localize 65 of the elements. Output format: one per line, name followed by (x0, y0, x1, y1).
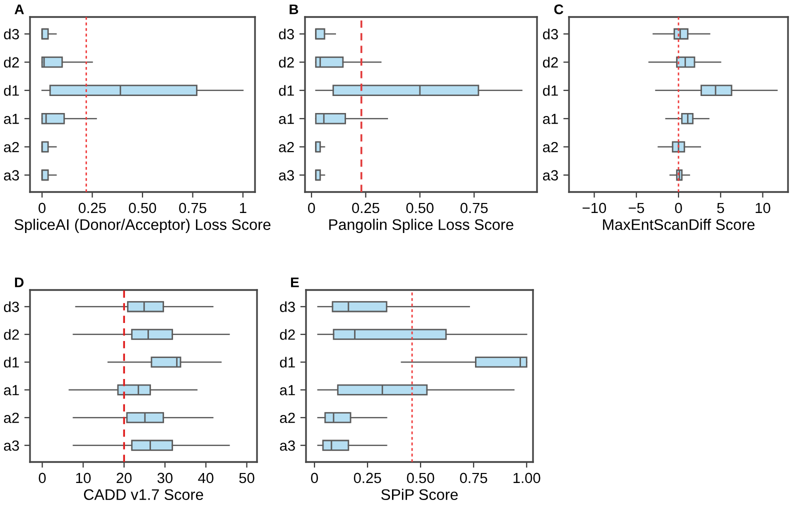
x-axis-title: MaxEntScanDiff Score (603, 218, 755, 230)
x-tick-label: 30 (157, 472, 173, 484)
x-tick-label: 0 (311, 472, 318, 484)
x-tick-label: 0.50 (406, 472, 434, 484)
y-tick-label: a2 (280, 412, 295, 424)
y-tick-label: d1 (280, 356, 295, 368)
y-tick-label: a3 (4, 440, 19, 451)
y-tick-label: d2 (278, 56, 294, 68)
x-tick-label: −5 (628, 202, 644, 214)
x-tick-label: 0.25 (352, 202, 380, 214)
y-tick-label: d2 (280, 329, 295, 340)
x-tick-label: 0 (308, 202, 315, 214)
chart-title: E (291, 278, 299, 288)
x-axis-title: CADD v1.7 Score (84, 489, 204, 500)
y-tick-label: a1 (280, 385, 295, 396)
x-tick-label: 0.25 (354, 472, 382, 484)
chart-title: A (14, 4, 24, 14)
y-tick-label: a1 (278, 114, 294, 124)
chart-title: D (15, 278, 24, 288)
x-tick-label: 0.75 (460, 472, 488, 484)
x-tick-label: 0 (38, 202, 46, 214)
x-tick-label: 0.50 (406, 202, 434, 214)
x-tick-label: 50 (239, 472, 254, 484)
x-tick-label: 10 (76, 472, 91, 484)
x-tick-label: 20 (116, 472, 132, 484)
y-tick-label: a1 (542, 114, 558, 124)
x-tick-label: 0 (38, 472, 46, 484)
y-tick-label: d3 (280, 301, 295, 312)
y-tick-label: d3 (4, 301, 19, 312)
y-tick-label: a2 (542, 142, 558, 152)
x-tick-label: 0.75 (179, 202, 206, 214)
y-tick-label: d3 (542, 28, 558, 40)
x-tick-label: 0.75 (460, 202, 488, 214)
x-tick-label: 0.25 (78, 202, 106, 214)
x-tick-label: −10 (582, 202, 606, 214)
y-tick-label: d1 (4, 356, 19, 368)
x-axis-title: SPiP Score (381, 488, 458, 500)
chart-title: C (554, 4, 564, 14)
x-tick-label: 5 (717, 202, 724, 214)
y-tick-label: a3 (280, 440, 295, 451)
y-tick-label: a2 (278, 142, 294, 152)
x-tick-label: 10 (756, 202, 770, 214)
x-axis-title: Pangolin Splice Loss Score (329, 218, 514, 234)
y-tick-label: a1 (4, 385, 19, 396)
x-tick-label: 0.50 (128, 202, 156, 214)
y-tick-label: d2 (4, 329, 19, 340)
y-tick-label: a3 (278, 170, 294, 180)
x-tick-label: 0 (675, 202, 682, 214)
y-tick-label: d3 (278, 28, 294, 40)
y-tick-label: d2 (4, 56, 19, 68)
y-tick-label: a3 (4, 170, 19, 180)
y-tick-label: d1 (4, 85, 19, 96)
y-tick-label: d3 (4, 28, 19, 40)
x-tick-label: 40 (198, 472, 214, 484)
x-axis-title: SpliceAI (Donor/Acceptor) Loss Score (14, 218, 270, 234)
x-tick-label: 1 (240, 202, 246, 213)
x-tick-label: 1.00 (514, 472, 540, 484)
y-tick-label: d2 (542, 56, 558, 68)
y-tick-label: d1 (278, 85, 294, 96)
y-tick-label: a3 (542, 170, 558, 180)
y-tick-label: a1 (4, 114, 19, 124)
chart-title: B (290, 4, 298, 14)
y-tick-label: a2 (4, 412, 19, 424)
y-tick-label: a2 (4, 142, 19, 152)
y-tick-label: d1 (542, 85, 558, 96)
